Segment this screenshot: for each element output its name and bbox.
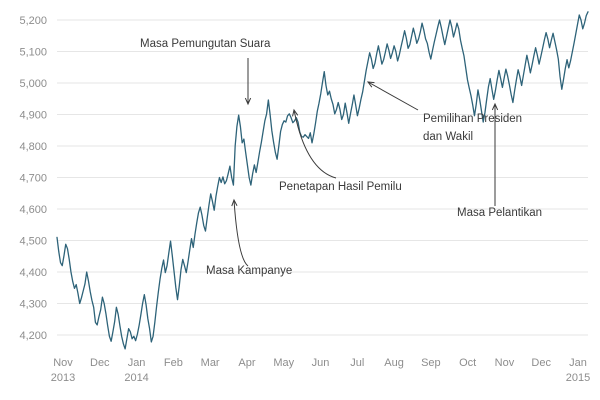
annotation-pemilihan-presiden-dan-wakil: Pemilihan Presiden dan Wakil [366,81,522,143]
annotation-arrowhead [491,102,499,111]
x-axis-year-label: 2015 [566,372,590,384]
annotations-group: Masa Pemungutan Suara Penetapan Hasil Pem… [140,38,542,277]
annotation-arrow [367,81,419,111]
annotation-label: Masa Pemungutan Suara [140,38,271,50]
y-axis-tick-labels: 5,200 5,100 5,000 4,900 4,800 4,700 4,600 4,500… [19,15,47,342]
annotation-masa-kampanye: Masa Kampanye [206,198,292,277]
x-axis-tick-label: May [273,357,294,369]
x-axis-tick-label: Jun [312,357,330,369]
x-axis-tick-label: Jan [128,357,146,369]
annotation-label: Pemilihan Presiden [423,113,522,125]
x-axis-tick-label: Sep [421,357,441,369]
y-axis-tick-label: 4,400 [19,267,47,279]
annotation-arrowhead [366,81,375,88]
series-group [56,11,589,350]
annotation-arrow [233,199,249,267]
y-axis-tick-label: 4,200 [19,330,47,342]
y-axis-tick-label: 5,200 [19,15,47,27]
y-axis-tick-label: 4,500 [19,236,47,248]
x-axis-tick-label: Nov [495,357,515,369]
x-axis-tick-label: Mar [201,357,220,369]
x-axis-tick-label: Dec [531,357,551,369]
annotation-masa-pelantikan: Masa Pelantikan [457,102,542,219]
annotation-arrowhead [244,97,252,106]
x-axis-tick-label: Aug [384,357,404,369]
x-axis-tick-label: Oct [459,357,476,369]
y-axis-tick-label: 5,100 [19,47,47,59]
gridlines-group [57,19,588,336]
y-axis-tick-label: 4,300 [19,299,47,311]
y-axis-tick-label: 4,800 [19,141,47,153]
x-axis-year-label: 2014 [124,372,148,384]
y-axis-tick-label: 4,700 [19,173,47,185]
x-axis-tick-label: Jan [569,357,587,369]
x-axis-tick-label: Dec [90,357,110,369]
x-axis-tick-label: Jul [350,357,364,369]
annotation-label: Penetapan Hasil Pemilu [279,181,402,193]
annotation-label: Masa Kampanye [206,265,292,277]
annotation-arrowhead [292,108,299,117]
annotation-arrowhead [231,198,238,207]
y-axis-tick-label: 4,900 [19,110,47,122]
annotation-masa-pemungutan-suara: Masa Pemungutan Suara [140,38,271,106]
x-axis-year-label: 2013 [51,372,75,384]
annotation-arrow [293,109,337,179]
x-axis-tick-labels: Nov 2013 Dec Jan 2014 Feb Mar Apr May Jun Jul Aug Se… [51,357,590,384]
annotation-label-line2: dan Wakil [423,131,473,143]
x-axis-tick-label: Nov [53,357,73,369]
data-series-line [56,11,589,350]
annotation-penetapan-hasil-pemilu: Penetapan Hasil Pemilu [279,108,402,193]
y-axis-tick-label: 4,600 [19,204,47,216]
y-axis-tick-label: 5,000 [19,78,47,90]
x-axis-tick-label: Apr [238,357,255,369]
x-axis-tick-label: Feb [164,357,183,369]
annotation-label: Masa Pelantikan [457,207,542,219]
